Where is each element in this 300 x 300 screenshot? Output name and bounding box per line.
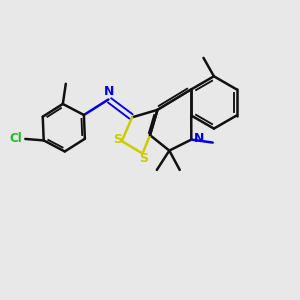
Text: Cl: Cl (9, 132, 22, 146)
Text: N: N (104, 85, 114, 98)
Text: S: S (113, 133, 122, 146)
Text: N: N (194, 132, 204, 145)
Text: S: S (140, 152, 148, 164)
